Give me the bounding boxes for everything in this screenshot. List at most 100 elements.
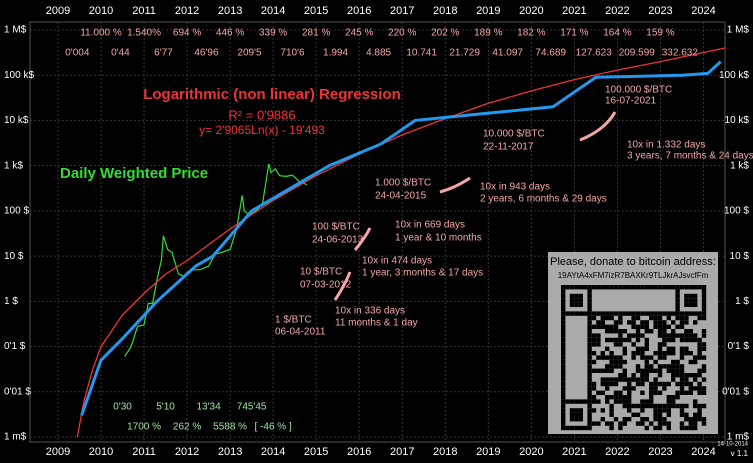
x-tick-label: 2011 xyxy=(132,446,156,458)
qr-module xyxy=(627,381,632,387)
qr-module xyxy=(635,368,641,373)
qr-module xyxy=(679,368,685,373)
qr-module xyxy=(693,285,698,290)
qr-module xyxy=(653,408,658,413)
qr-module xyxy=(596,342,601,347)
qr-module xyxy=(684,403,689,409)
qr-module xyxy=(693,377,698,382)
qr-module xyxy=(662,381,667,387)
qr-module xyxy=(561,399,566,404)
qr-module xyxy=(684,337,689,343)
qr-module xyxy=(649,381,654,387)
qr-module xyxy=(657,311,663,316)
qr-module xyxy=(671,333,676,338)
x-tick-label: 2022 xyxy=(605,5,629,17)
regression-price: 0'004 xyxy=(65,48,90,59)
qr-module xyxy=(679,403,685,409)
qr-module xyxy=(596,285,601,290)
y-tick-label: 1 M$ xyxy=(4,25,27,36)
qr-module xyxy=(649,315,654,321)
qr-module xyxy=(622,285,627,290)
qr-module xyxy=(587,417,592,422)
qr-module xyxy=(587,307,592,312)
qr-module xyxy=(587,421,592,426)
x-tick-label: 2010 xyxy=(89,446,113,458)
qr-module xyxy=(613,355,619,360)
qr-module xyxy=(587,337,592,343)
qr-module xyxy=(644,346,649,351)
qr-module xyxy=(679,351,685,356)
qr-module xyxy=(605,337,610,343)
qr-module xyxy=(591,421,597,426)
qr-module xyxy=(662,285,667,290)
y-tick-label: 1 m$ xyxy=(4,432,27,443)
qr-module xyxy=(666,311,671,316)
qr-module xyxy=(635,381,641,387)
qr-module xyxy=(561,368,566,373)
qr-module xyxy=(657,346,663,351)
qr-module xyxy=(618,377,623,382)
qr-module xyxy=(622,399,627,404)
qr-module xyxy=(561,395,566,400)
qr-module xyxy=(569,311,575,316)
growth-rate: 164 % xyxy=(603,28,631,39)
qr-module xyxy=(679,355,685,360)
qr-module xyxy=(657,320,663,325)
qr-module xyxy=(618,421,623,426)
qr-module xyxy=(675,311,680,316)
qr-module xyxy=(657,412,663,417)
qr-module xyxy=(679,285,685,290)
qr-module xyxy=(596,421,601,426)
qr-module xyxy=(587,364,592,369)
qr-module xyxy=(618,342,623,347)
qr-module xyxy=(631,351,636,356)
qr-module xyxy=(561,298,566,303)
qr-module xyxy=(627,390,632,395)
qr-module xyxy=(574,302,579,307)
qr-module xyxy=(666,351,671,356)
qr-module xyxy=(644,399,649,404)
qr-module xyxy=(605,421,610,426)
qr-module xyxy=(609,329,614,334)
qr-module xyxy=(657,329,663,334)
qr-module xyxy=(635,333,641,338)
y-tick-label: 0'1 $ xyxy=(4,341,26,352)
qr-module xyxy=(697,342,702,347)
qr-module xyxy=(561,377,566,382)
qr-module xyxy=(591,359,597,365)
qr-module xyxy=(675,289,680,294)
x-tick-label: 2009 xyxy=(46,5,70,17)
qr-module xyxy=(653,368,658,373)
y-tick-label: 100 k$ xyxy=(719,70,749,81)
qr-module xyxy=(583,399,588,404)
qr-module xyxy=(644,425,649,431)
qr-module xyxy=(605,355,610,360)
qr-module xyxy=(649,285,654,290)
qr-module xyxy=(600,368,605,373)
x-tick-label: 2017 xyxy=(390,446,414,458)
qr-module xyxy=(666,381,671,387)
qr-module xyxy=(587,368,592,373)
qr-module xyxy=(613,359,619,365)
x-tick-label: 2018 xyxy=(433,446,457,458)
qr-module xyxy=(587,302,592,307)
annotation: 10x in 474 days xyxy=(362,256,432,267)
qr-module xyxy=(657,408,663,413)
qr-module xyxy=(635,364,641,369)
qr-module xyxy=(640,346,645,351)
qr-module xyxy=(587,386,592,391)
qr-module xyxy=(609,359,614,365)
qr-module xyxy=(653,351,658,356)
qr-module xyxy=(627,386,632,391)
qr-module xyxy=(618,359,623,365)
qr-module xyxy=(635,285,641,290)
annotation: 10x in 336 days xyxy=(335,306,405,317)
qr-module xyxy=(627,333,632,338)
qr-module xyxy=(662,320,667,325)
qr-module xyxy=(679,337,685,343)
qr-module xyxy=(662,311,667,316)
qr-module xyxy=(565,399,570,404)
plot-frame xyxy=(29,21,726,443)
qr-module xyxy=(662,342,667,347)
qr-module xyxy=(609,425,614,431)
